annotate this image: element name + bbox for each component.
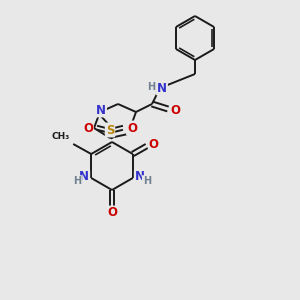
Text: N: N <box>135 170 145 184</box>
Text: H: H <box>147 82 155 92</box>
Text: N: N <box>96 103 106 116</box>
Text: O: O <box>149 137 159 151</box>
Text: O: O <box>127 122 137 134</box>
Text: O: O <box>83 122 93 134</box>
Text: N: N <box>157 82 167 94</box>
Text: N: N <box>79 170 89 184</box>
Text: O: O <box>107 206 117 220</box>
Text: S: S <box>106 124 114 136</box>
Text: CH₃: CH₃ <box>52 132 70 141</box>
Text: O: O <box>170 103 180 116</box>
Text: H: H <box>73 176 81 186</box>
Text: H: H <box>143 176 151 186</box>
